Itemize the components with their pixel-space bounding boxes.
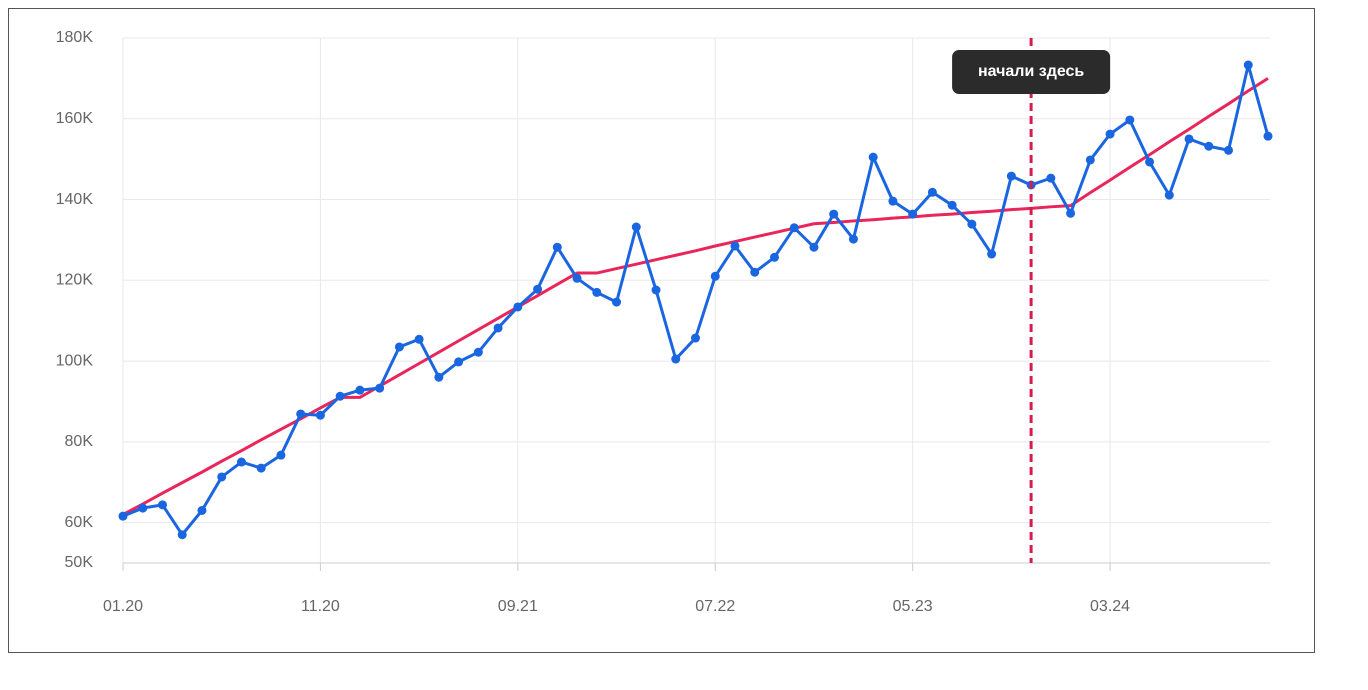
data-point (967, 219, 977, 229)
data-point (1243, 60, 1253, 70)
annotation-box (952, 50, 1111, 94)
data-point (138, 503, 148, 513)
data-point (1164, 190, 1174, 200)
x-tick-label: 01.20 (103, 598, 143, 615)
data-point (434, 372, 444, 382)
data-point (533, 284, 543, 294)
x-tick-label: 05.23 (893, 598, 933, 615)
y-tick-label: 50K (65, 554, 94, 571)
y-tick-label: 100K (56, 352, 94, 369)
annotation-text: начали здесь (978, 63, 1084, 80)
x-tick-label: 03.24 (1090, 598, 1130, 615)
data-point (908, 209, 918, 219)
data-point (414, 334, 424, 344)
data-point (118, 511, 128, 521)
data-point (315, 410, 325, 420)
data-point (671, 354, 681, 364)
data-point (1224, 145, 1234, 155)
data-point (276, 450, 286, 460)
data-point (394, 342, 404, 352)
data-point (888, 196, 898, 206)
data-point (296, 409, 306, 419)
data-point (335, 391, 345, 401)
data-point (868, 152, 878, 162)
chart-frame (8, 8, 1315, 653)
x-tick-label: 07.22 (695, 598, 735, 615)
data-point (1105, 129, 1115, 139)
data-point (592, 287, 602, 297)
y-tick-label: 80K (65, 433, 94, 450)
data-point (789, 223, 799, 233)
data-point (1085, 155, 1095, 165)
data-point (1204, 141, 1214, 151)
data-point (256, 463, 266, 473)
data-point (848, 234, 858, 244)
data-point (473, 347, 483, 357)
data-point (1184, 134, 1194, 144)
data-point (769, 252, 779, 262)
y-tick-label: 180K (56, 29, 94, 46)
series-line (122, 63, 1270, 537)
data-point (236, 457, 246, 467)
data-point (197, 506, 207, 515)
data-point (375, 383, 385, 393)
data-point (513, 302, 523, 312)
data-point (750, 267, 760, 277)
y-tick-label: 60K (65, 514, 94, 531)
data-point (1046, 173, 1056, 183)
data-point (927, 187, 937, 197)
data-point (987, 249, 997, 259)
data-point (710, 271, 720, 281)
data-point (355, 385, 365, 395)
data-point (1125, 115, 1135, 125)
data-point (809, 242, 819, 252)
data-point (691, 333, 700, 343)
x-tick-label: 09.21 (498, 598, 538, 615)
data-point (1263, 131, 1273, 141)
data-point (177, 530, 187, 540)
x-tick-label: 11.20 (301, 598, 340, 615)
data-point (1145, 157, 1155, 167)
data-point (157, 500, 167, 510)
data-point (552, 242, 562, 252)
data-point (217, 472, 227, 482)
series-line (122, 77, 1269, 516)
data-point (631, 222, 641, 232)
data-point (493, 323, 503, 333)
data-point (1066, 208, 1076, 218)
data-point (572, 273, 582, 283)
data-point (1006, 171, 1016, 181)
y-tick-label: 120K (56, 272, 94, 289)
y-tick-label: 160K (56, 110, 94, 127)
data-point (454, 357, 464, 367)
data-point (829, 209, 839, 219)
data-point (730, 241, 740, 251)
data-point (651, 285, 661, 295)
data-point (612, 297, 622, 307)
y-tick-label: 140K (56, 191, 94, 208)
data-point (947, 200, 957, 210)
